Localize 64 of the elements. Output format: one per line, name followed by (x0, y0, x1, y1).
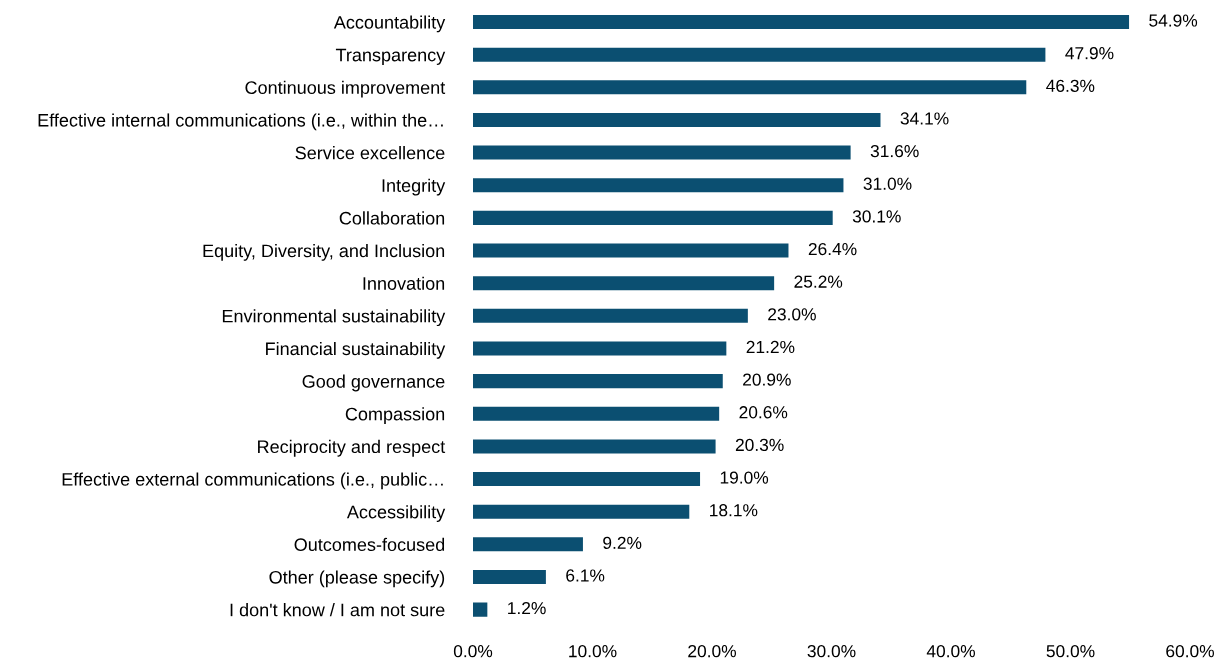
y-tick-label: Reciprocity and respect (258, 439, 446, 457)
bar (473, 47, 1046, 62)
data-label: 30.1% (852, 210, 901, 223)
y-tick-label: Integrity (382, 178, 446, 196)
y-tick-label: Collaboration (339, 211, 445, 225)
bar (473, 406, 720, 421)
y-tick-label: Financial sustainability (266, 341, 446, 359)
bar (473, 145, 851, 160)
x-tick-label: 50.0% (1046, 645, 1095, 658)
bar (473, 341, 727, 356)
bar (473, 243, 789, 258)
y-tick-label: Transparency (335, 48, 446, 65)
y-tick-label: Other (please specify) (269, 570, 445, 588)
data-label: 18.1% (710, 504, 758, 517)
bar (473, 537, 583, 552)
data-label: 26.4% (808, 242, 857, 256)
data-label: 6.1% (566, 569, 605, 582)
y-tick-label: Environmental sustainability (222, 309, 446, 327)
x-tick-label: 10.0% (569, 645, 617, 658)
bar (473, 80, 1027, 95)
y-tick-label: Accessibility (346, 505, 446, 522)
data-label: 21.2% (746, 340, 795, 354)
y-tick-label: Good governance (302, 374, 445, 392)
y-tick-label: Outcomes-focused (294, 537, 445, 552)
x-tick-label: 40.0% (926, 645, 975, 658)
bar (473, 569, 546, 584)
data-label: 20.3% (735, 438, 784, 452)
bar (473, 439, 716, 454)
y-tick-label: Effective internal communications (i.e., within the… (38, 113, 443, 131)
data-label: 46.3% (1046, 79, 1095, 92)
data-label: 1.2% (508, 601, 546, 615)
data-label: 9.2% (603, 536, 642, 549)
bar (473, 112, 881, 127)
bar (473, 15, 1130, 30)
y-tick-label: Continuous improvement (245, 80, 446, 98)
y-tick-label: Service excellence (295, 146, 445, 160)
bar (473, 308, 748, 323)
bar (473, 472, 701, 487)
data-label: 54.9% (1149, 14, 1198, 27)
y-tick-label: Equity, Diversity, and Inclusion (203, 243, 445, 261)
x-tick-label: 20.0% (688, 645, 736, 658)
bar (473, 276, 775, 291)
x-tick-label: 60.0% (1166, 645, 1214, 658)
data-label: 47.9% (1065, 47, 1114, 60)
bar (473, 178, 844, 193)
y-tick-label: Effective external communications (i.e., public… (62, 472, 443, 490)
bar (473, 374, 723, 389)
x-tick-label: 0.0% (453, 645, 493, 658)
data-label: 31.6% (870, 144, 919, 158)
x-tick-label: 30.0% (807, 645, 856, 658)
data-label: 25.2% (794, 275, 843, 288)
y-tick-label: Innovation (363, 276, 445, 290)
data-label: 20.6% (739, 406, 788, 419)
bar (473, 602, 488, 617)
data-label: 31.0% (863, 177, 912, 190)
y-tick-label: Compassion (345, 407, 445, 425)
bar (473, 210, 833, 225)
data-label: 34.1% (900, 112, 949, 125)
data-label: 19.0% (720, 471, 769, 484)
bar (473, 504, 690, 519)
y-tick-label: Accountability (333, 15, 446, 33)
y-tick-label: I don't know / I am not sure (230, 603, 445, 617)
data-label: 20.9% (743, 373, 791, 386)
data-label: 23.0% (768, 308, 816, 321)
